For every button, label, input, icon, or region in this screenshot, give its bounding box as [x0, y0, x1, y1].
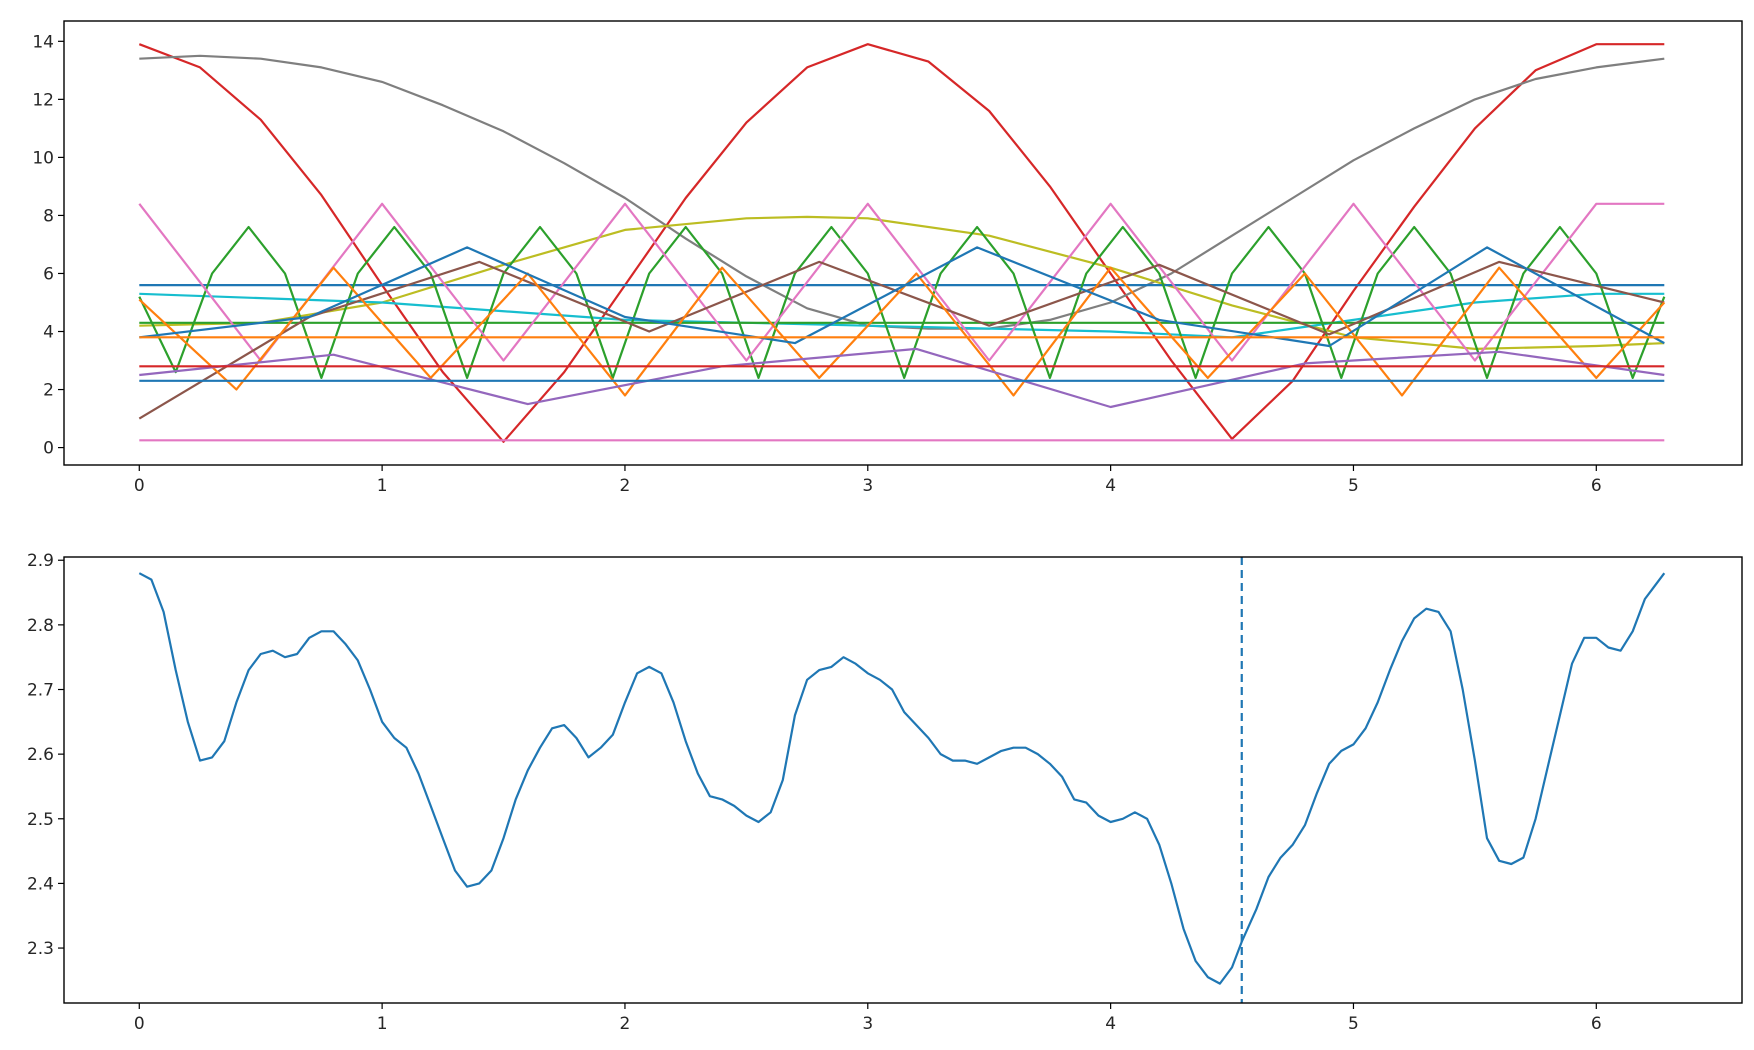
- x-tick-label: 3: [862, 476, 873, 496]
- y-tick-label: 4: [43, 323, 54, 343]
- series-line-7: [138, 225, 1666, 379]
- y-tick-label: 2.8: [27, 616, 54, 636]
- x-tick-label: 6: [1591, 1014, 1602, 1034]
- series-line-11: [139, 246, 1665, 348]
- series-line-10: [138, 266, 1666, 397]
- x-tick-label: 3: [862, 1014, 873, 1034]
- series-line-12: [139, 347, 1665, 409]
- x-tick-label: 0: [134, 476, 145, 496]
- y-tick-label: 2.3: [27, 939, 54, 959]
- x-tick-label: 4: [1105, 476, 1116, 496]
- x-tick-label: 6: [1591, 476, 1602, 496]
- series-line-3: [139, 215, 1665, 350]
- bottom-chart-series-layer: [138, 557, 1666, 1003]
- x-tick-label: 2: [620, 476, 631, 496]
- y-tick-label: 2: [43, 381, 54, 401]
- y-tick-label: 2.5: [27, 810, 54, 830]
- x-tick-label: 4: [1105, 1014, 1116, 1034]
- y-tick-label: 14: [32, 32, 54, 52]
- top-chart-frame: [63, 20, 1743, 466]
- x-tick-label: 2: [620, 1014, 631, 1034]
- top-chart-x-axis: 0 1 2 3 4 5 6: [134, 465, 1602, 496]
- series-line-1: [138, 43, 1665, 443]
- x-tick-label: 5: [1348, 476, 1359, 496]
- x-tick-label: 0: [134, 1014, 145, 1034]
- series-line-5: [139, 292, 1665, 339]
- bottom-chart-frame: [63, 556, 1743, 1004]
- y-tick-label: 2.7: [27, 681, 54, 701]
- y-tick-label: 2.6: [27, 745, 54, 765]
- y-tick-label: 10: [32, 148, 54, 168]
- bottom-chart-x-axis: 0 1 2 3 4 5 6: [134, 1003, 1602, 1034]
- bottom-chart-y-axis: 2.3 2.4 2.5 2.6 2.7 2.8 2.9: [27, 551, 64, 959]
- series-line-9: [138, 260, 1665, 420]
- y-tick-label: 2.4: [27, 874, 54, 894]
- y-tick-label: 8: [43, 206, 54, 226]
- series-line-8: [138, 202, 1665, 362]
- top-chart-series-layer: [138, 43, 1666, 443]
- x-tick-label: 5: [1348, 1014, 1359, 1034]
- series-line-1: [138, 572, 1666, 985]
- y-tick-label: 12: [32, 90, 54, 110]
- x-tick-label: 1: [377, 1014, 388, 1034]
- top-chart-y-axis: 0 2 4 6 8 10 12 14: [32, 32, 64, 459]
- y-tick-label: 2.9: [27, 551, 54, 571]
- bottom-chart: 2.3 2.4 2.5 2.6 2.7 2.8 2.9 0 1 2 3 4 5 6: [27, 551, 1743, 1034]
- x-tick-label: 1: [377, 476, 388, 496]
- y-tick-label: 0: [43, 439, 54, 459]
- y-tick-label: 6: [43, 264, 54, 284]
